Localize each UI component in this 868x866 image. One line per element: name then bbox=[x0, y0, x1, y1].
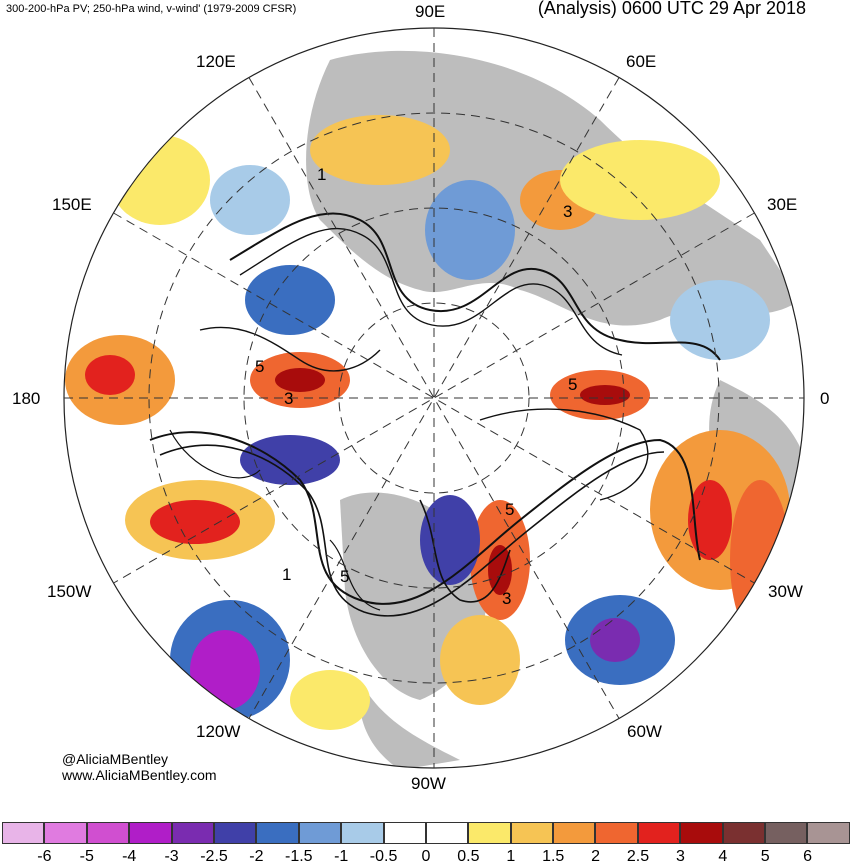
colorbar-swatch bbox=[722, 822, 766, 844]
colorbar-tick: -2.5 bbox=[200, 848, 228, 865]
lon-label-0: 0 bbox=[820, 389, 829, 408]
colorbar-swatch bbox=[129, 822, 172, 844]
colorbar-tick: 2.5 bbox=[626, 848, 650, 865]
lon-label-150e: 150E bbox=[52, 195, 92, 214]
colorbar-tick: -6 bbox=[37, 848, 52, 865]
pv-colorbar bbox=[2, 822, 850, 844]
colorbar-tick: -0.5 bbox=[369, 848, 398, 865]
colorbar-tick: -2 bbox=[249, 848, 264, 865]
header-right-title: (Analysis) 0600 UTC 29 Apr 2018 bbox=[537, 0, 806, 18]
contour-label: 3 bbox=[563, 202, 572, 221]
colorbar-tick: -5 bbox=[79, 848, 94, 865]
lon-label-60e: 60E bbox=[626, 52, 656, 71]
polar-map: 5 5 5 3 3 3 1 1 5 90E 60E 30E 0 30W 60W … bbox=[12, 2, 829, 793]
contour-label: 5 bbox=[340, 567, 349, 586]
colorbar-swatch bbox=[341, 822, 384, 844]
colorbar-tick: -3 bbox=[164, 848, 179, 865]
contour-label: 1 bbox=[317, 165, 326, 184]
colorbar-swatch bbox=[171, 822, 214, 844]
lon-label-30w: 30W bbox=[768, 582, 803, 601]
colorbar-tick: 0 bbox=[421, 848, 431, 865]
colorbar-tick: -4 bbox=[122, 848, 137, 865]
graticule bbox=[64, 28, 804, 768]
colorbar-swatch bbox=[213, 822, 257, 844]
colorbar-tick: -1 bbox=[334, 848, 349, 865]
colorbar-swatch bbox=[298, 822, 342, 844]
colorbar-tick: 2 bbox=[591, 848, 601, 865]
colorbar-swatch bbox=[86, 822, 130, 844]
colorbar-tick: 0.5 bbox=[457, 848, 480, 865]
colorbar-tick: 6 bbox=[803, 848, 813, 865]
colorbar-swatch bbox=[807, 822, 850, 844]
lon-label-120e: 120E bbox=[196, 52, 236, 71]
lon-label-120w: 120W bbox=[196, 722, 240, 741]
lon-label-90e: 90E bbox=[415, 2, 445, 21]
contour-label: 5 bbox=[568, 375, 577, 394]
colorbar-swatch bbox=[510, 822, 554, 844]
map-field-layer bbox=[64, 28, 804, 768]
lon-label-90w: 90W bbox=[411, 774, 446, 793]
colorbar-swatch bbox=[553, 822, 596, 844]
colorbar-tick: 1.5 bbox=[542, 848, 565, 865]
colorbar-tick: 5 bbox=[760, 848, 770, 865]
colorbar-tick: -1.5 bbox=[285, 848, 313, 865]
credit-twitter: @AliciaMBentley bbox=[62, 751, 169, 767]
colorbar-swatch bbox=[44, 822, 87, 844]
colorbar-swatch bbox=[2, 822, 45, 844]
contour-label: 3 bbox=[502, 589, 511, 608]
lon-label-180: 180 bbox=[12, 389, 40, 408]
colorbar-tick: 4 bbox=[718, 848, 728, 865]
contour-label: 3 bbox=[284, 389, 293, 408]
colorbar-swatch bbox=[383, 822, 426, 844]
contour-label: 5 bbox=[505, 500, 514, 519]
colorbar-tick: 3 bbox=[675, 848, 685, 865]
header-left-title: 300-200-hPa PV; 250-hPa wind, v-wind' (1… bbox=[6, 3, 297, 15]
colorbar-swatch bbox=[595, 822, 638, 844]
lon-label-60w: 60W bbox=[627, 722, 662, 741]
credit-website: www.AliciaMBentley.com bbox=[62, 767, 217, 783]
contour-label: 5 bbox=[255, 357, 264, 376]
colorbar-tick-labels: -6 -5 -4 -3 -2.5 -2 -1.5 -1 -0.5 0 0.5 1 1.5 2 2.5 3 4 5 6 bbox=[0, 848, 868, 865]
colorbar-swatch bbox=[425, 822, 469, 844]
colorbar-tick: 1 bbox=[506, 848, 516, 865]
lon-label-30e: 30E bbox=[767, 195, 797, 214]
lon-label-150w: 150W bbox=[47, 582, 91, 601]
colorbar-swatch bbox=[256, 822, 299, 844]
colorbar-swatch bbox=[680, 822, 723, 844]
colorbar-swatch bbox=[637, 822, 681, 844]
colorbar-swatch bbox=[765, 822, 808, 844]
colorbar-swatch bbox=[468, 822, 511, 844]
contour-label: 1 bbox=[282, 565, 291, 584]
